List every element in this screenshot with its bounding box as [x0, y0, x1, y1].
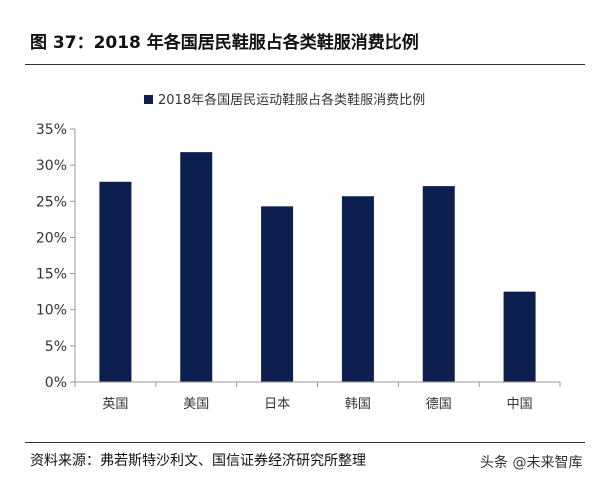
chart-legend: 2018年各国居民运动鞋服占各类鞋服消费比例: [144, 92, 425, 108]
y-tick-label: 15%: [36, 267, 67, 283]
bar: [261, 206, 294, 382]
top-rule: [25, 64, 585, 65]
bar: [341, 196, 374, 382]
bar: [503, 291, 536, 382]
y-tick-label: 35%: [36, 122, 67, 138]
bar: [180, 152, 213, 382]
bar-chart: 2018年各国居民运动鞋服占各类鞋服消费比例 0% 5% 10% 15% 20% 25% 3…: [36, 92, 561, 412]
y-axis: 0% 5% 10% 15% 20% 25% 30% 35%: [36, 122, 76, 391]
legend-swatch: [144, 95, 153, 104]
x-tick-label: 美国: [183, 397, 209, 412]
x-tick-label: 韩国: [345, 397, 371, 412]
y-tick-label: 10%: [36, 303, 67, 319]
y-tick-label: 30%: [36, 158, 67, 174]
bar: [422, 186, 455, 382]
source-note: 资料来源：弗若斯特沙利文、国信证券经济研究所整理: [30, 453, 366, 469]
x-axis: 英国 美国 日本 韩国 德国 中国: [74, 381, 561, 412]
bars: [99, 152, 536, 382]
legend-label: 2018年各国居民运动鞋服占各类鞋服消费比例: [158, 92, 425, 108]
x-tick-label: 中国: [507, 397, 533, 412]
bar: [99, 181, 132, 382]
x-tick-label: 英国: [102, 397, 128, 412]
watermark: 头条 @未来智库: [480, 455, 583, 471]
y-tick-label: 20%: [36, 230, 67, 246]
y-tick-label: 0%: [45, 375, 67, 391]
x-tick-label: 日本: [264, 397, 290, 412]
figure-title: 图 37：2018 年各国居民鞋服占各类鞋服消费比例: [30, 33, 419, 53]
y-tick-label: 25%: [36, 194, 67, 210]
bottom-rule: [25, 442, 585, 443]
y-tick-label: 5%: [45, 339, 67, 355]
x-tick-label: 德国: [426, 397, 452, 412]
